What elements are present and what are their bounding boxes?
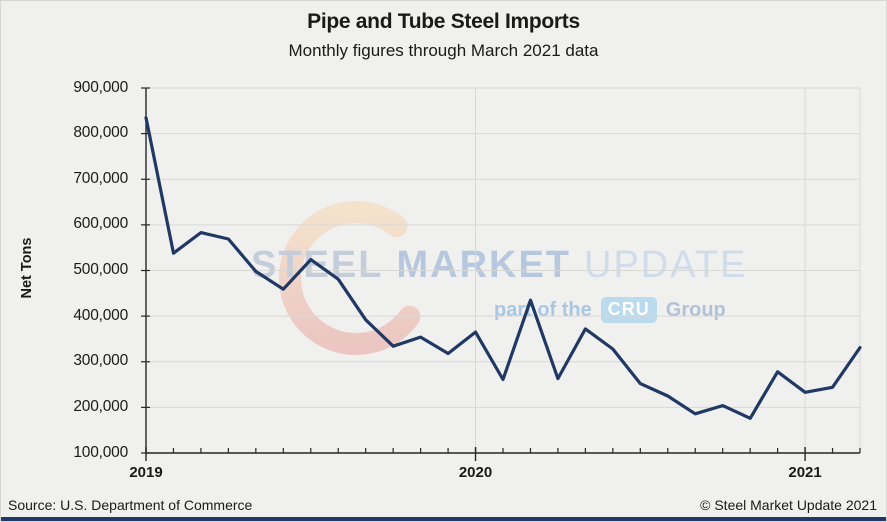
y-tick-label: 900,000 (73, 78, 128, 96)
watermark-market-text: MARKET (396, 244, 572, 286)
source-note: Source: U.S. Department of Commerce (8, 497, 253, 513)
watermark-tagline: part of the CRU Group (494, 297, 726, 323)
y-tick-label: 300,000 (73, 352, 128, 370)
watermark-tagline-suffix: Group (665, 298, 726, 321)
watermark-brand-text: STEEL MARKET UPDATE (251, 246, 747, 284)
y-tick-label: 400,000 (73, 306, 128, 324)
crescent-logo-icon (279, 201, 421, 355)
y-tick-label: 800,000 (73, 124, 128, 142)
chart-title: Pipe and Tube Steel Imports (307, 10, 580, 33)
watermark-update-text: UPDATE (584, 244, 748, 286)
watermark-tagline-prefix: part of the (494, 298, 592, 321)
y-tick-label: 500,000 (73, 261, 128, 278)
x-year-label: 2019 (129, 464, 163, 481)
footer-bar (0, 517, 887, 522)
y-tick-label: 700,000 (73, 169, 128, 187)
imports-line-series (144, 116, 862, 420)
y-axis-title: Net Tons (19, 237, 35, 299)
cru-badge: CRU (600, 297, 657, 323)
y-tick-label: 600,000 (73, 215, 128, 233)
y-tick-label: 200,000 (73, 397, 128, 415)
y-tick-label: 100,000 (73, 443, 128, 461)
copyright-note: © Steel Market Update 2021 (700, 497, 877, 513)
chart-subtitle: Monthly figures through March 2021 data (288, 41, 599, 60)
x-year-label: 2020 (458, 464, 493, 481)
x-year-label: 2021 (788, 464, 822, 481)
